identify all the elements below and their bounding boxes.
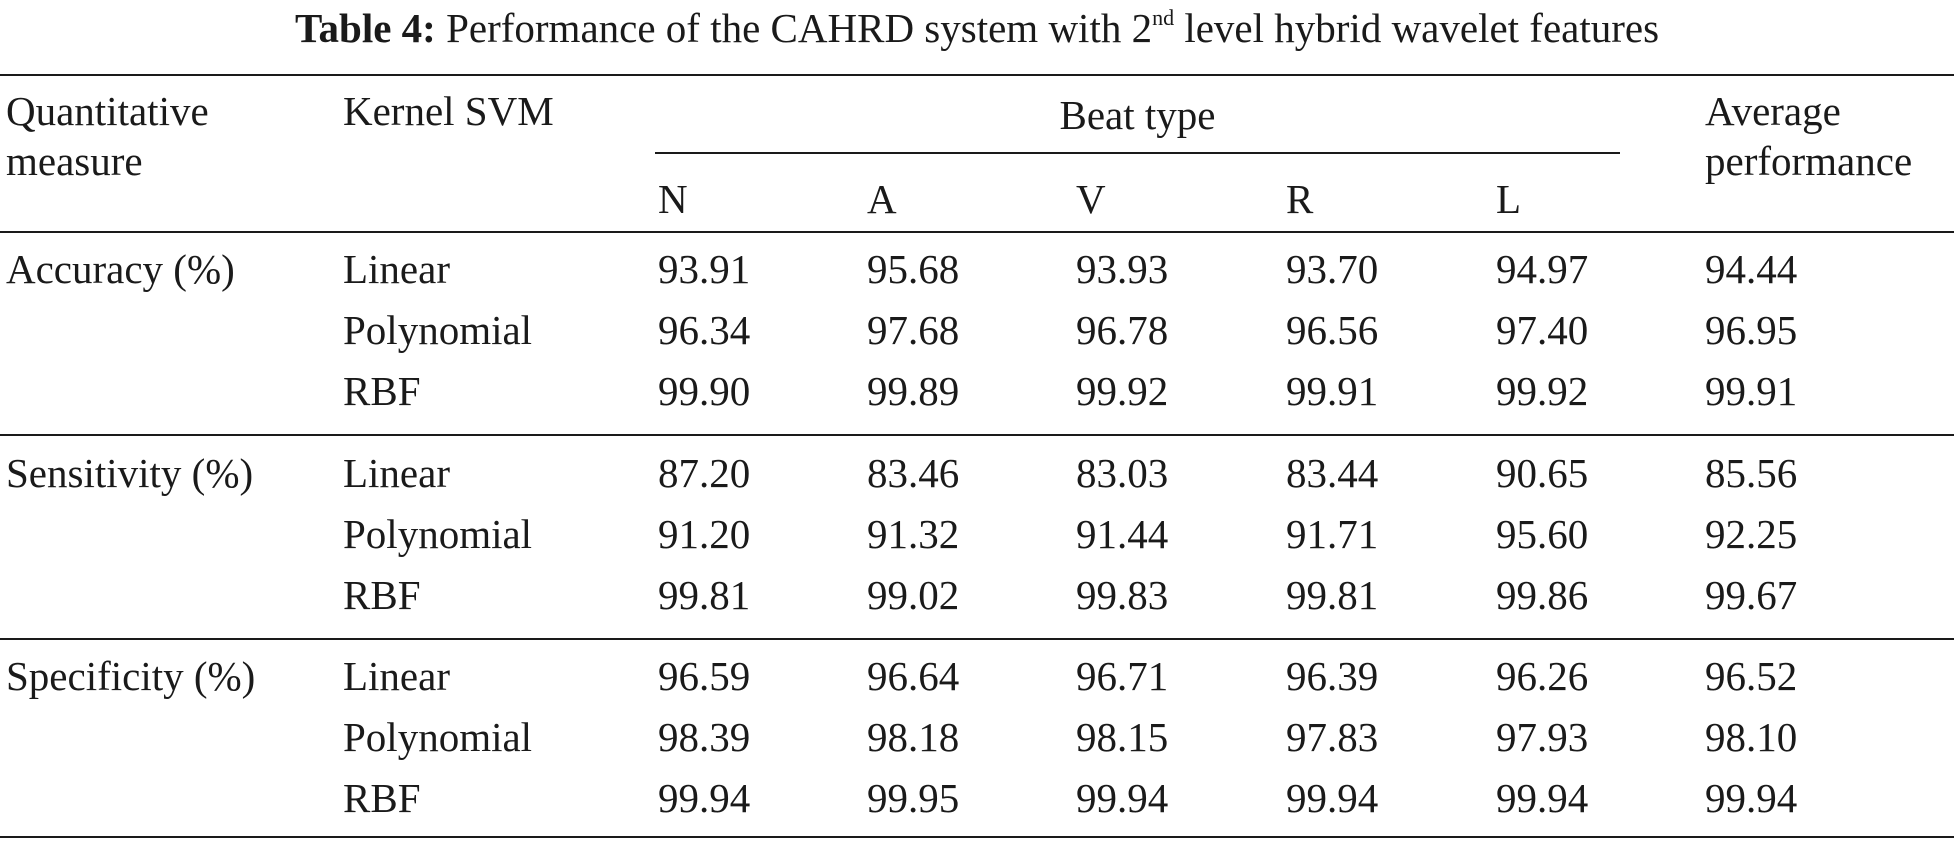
header-beat-type: Beat type bbox=[1059, 92, 1216, 138]
value-cell: 98.15 bbox=[1076, 714, 1169, 760]
value-cell: 96.39 bbox=[1286, 653, 1379, 699]
value-cell: 90.65 bbox=[1496, 450, 1589, 496]
header-bottom-rule bbox=[0, 231, 1954, 233]
measure-label: Sensitivity (%) bbox=[6, 450, 254, 496]
value-cell: 95.68 bbox=[867, 246, 960, 292]
value-cell: 97.40 bbox=[1496, 307, 1589, 353]
value-cell: 99.94 bbox=[1076, 775, 1169, 821]
value-cell: 91.71 bbox=[1286, 511, 1379, 557]
value-cell: 99.81 bbox=[1286, 572, 1379, 618]
top-rule bbox=[0, 74, 1954, 76]
average-cell: 96.52 bbox=[1705, 653, 1798, 699]
kernel-cell: Polynomial bbox=[343, 714, 533, 760]
caption-text: Performance of the CAHRD system with 2 bbox=[446, 5, 1153, 51]
value-cell: 96.64 bbox=[867, 653, 960, 699]
kernel-cell: Linear bbox=[343, 653, 450, 699]
value-cell: 94.97 bbox=[1496, 246, 1589, 292]
value-cell: 99.02 bbox=[867, 572, 960, 618]
value-cell: 96.78 bbox=[1076, 307, 1169, 353]
value-cell: 96.56 bbox=[1286, 307, 1379, 353]
kernel-cell: Linear bbox=[343, 450, 450, 496]
header-measure-line2: measure bbox=[6, 138, 143, 184]
value-cell: 99.83 bbox=[1076, 572, 1169, 618]
average-cell: 94.44 bbox=[1705, 246, 1798, 292]
value-cell: 99.90 bbox=[658, 368, 751, 414]
value-cell: 99.86 bbox=[1496, 572, 1589, 618]
header-average-line2: performance bbox=[1705, 138, 1913, 184]
kernel-cell: RBF bbox=[343, 775, 421, 821]
kernel-cell: RBF bbox=[343, 368, 421, 414]
kernel-cell: Linear bbox=[343, 246, 450, 292]
value-cell: 97.83 bbox=[1286, 714, 1379, 760]
value-cell: 99.89 bbox=[867, 368, 960, 414]
value-cell: 96.26 bbox=[1496, 653, 1589, 699]
value-cell: 96.71 bbox=[1076, 653, 1169, 699]
value-cell: 99.91 bbox=[1286, 368, 1379, 414]
value-cell: 99.95 bbox=[867, 775, 960, 821]
beat-type-subrule bbox=[655, 152, 1620, 154]
average-cell: 99.94 bbox=[1705, 775, 1798, 821]
header-kernel: Kernel SVM bbox=[343, 88, 554, 134]
caption-superscript: nd bbox=[1152, 5, 1175, 30]
average-cell: 99.67 bbox=[1705, 572, 1798, 618]
value-cell: 96.59 bbox=[658, 653, 751, 699]
value-cell: 97.68 bbox=[867, 307, 960, 353]
average-cell: 92.25 bbox=[1705, 511, 1798, 557]
value-cell: 98.18 bbox=[867, 714, 960, 760]
value-cell: 99.94 bbox=[1286, 775, 1379, 821]
value-cell: 83.44 bbox=[1286, 450, 1379, 496]
value-cell: 99.94 bbox=[658, 775, 751, 821]
bottom-rule bbox=[0, 836, 1954, 838]
value-cell: 83.46 bbox=[867, 450, 960, 496]
value-cell: 93.70 bbox=[1286, 246, 1379, 292]
caption-text-end: level hybrid wavelet features bbox=[1174, 5, 1660, 51]
kernel-cell: RBF bbox=[343, 572, 421, 618]
average-cell: 96.95 bbox=[1705, 307, 1798, 353]
value-cell: 99.81 bbox=[658, 572, 751, 618]
value-cell: 97.93 bbox=[1496, 714, 1589, 760]
value-cell: 95.60 bbox=[1496, 511, 1589, 557]
header-beat-n: N bbox=[658, 176, 688, 222]
table-label: Table 4: bbox=[294, 5, 436, 51]
kernel-cell: Polynomial bbox=[343, 511, 533, 557]
average-cell: 85.56 bbox=[1705, 450, 1798, 496]
group-divider-2 bbox=[0, 638, 1954, 640]
value-cell: 93.91 bbox=[658, 246, 751, 292]
header-beat-l: L bbox=[1496, 176, 1522, 222]
measure-label: Accuracy (%) bbox=[6, 246, 235, 292]
header-beat-v: V bbox=[1076, 176, 1106, 222]
value-cell: 99.92 bbox=[1496, 368, 1589, 414]
value-cell: 91.20 bbox=[658, 511, 751, 557]
group-divider-1 bbox=[0, 434, 1954, 436]
header-beat-a: A bbox=[867, 176, 897, 222]
value-cell: 99.92 bbox=[1076, 368, 1169, 414]
kernel-cell: Polynomial bbox=[343, 307, 533, 353]
value-cell: 91.32 bbox=[867, 511, 960, 557]
measure-label: Specificity (%) bbox=[6, 653, 256, 699]
table-caption: Table 4: Performance of the CAHRD system… bbox=[0, 0, 1954, 64]
value-cell: 96.34 bbox=[658, 307, 751, 353]
value-cell: 93.93 bbox=[1076, 246, 1169, 292]
value-cell: 98.39 bbox=[658, 714, 751, 760]
value-cell: 87.20 bbox=[658, 450, 751, 496]
header-average-line1: Average bbox=[1705, 88, 1841, 134]
value-cell: 99.94 bbox=[1496, 775, 1589, 821]
average-cell: 99.91 bbox=[1705, 368, 1798, 414]
value-cell: 83.03 bbox=[1076, 450, 1169, 496]
value-cell: 91.44 bbox=[1076, 511, 1169, 557]
header-measure-line1: Quantitative bbox=[6, 88, 209, 134]
header-beat-r: R bbox=[1286, 176, 1314, 222]
average-cell: 98.10 bbox=[1705, 714, 1798, 760]
